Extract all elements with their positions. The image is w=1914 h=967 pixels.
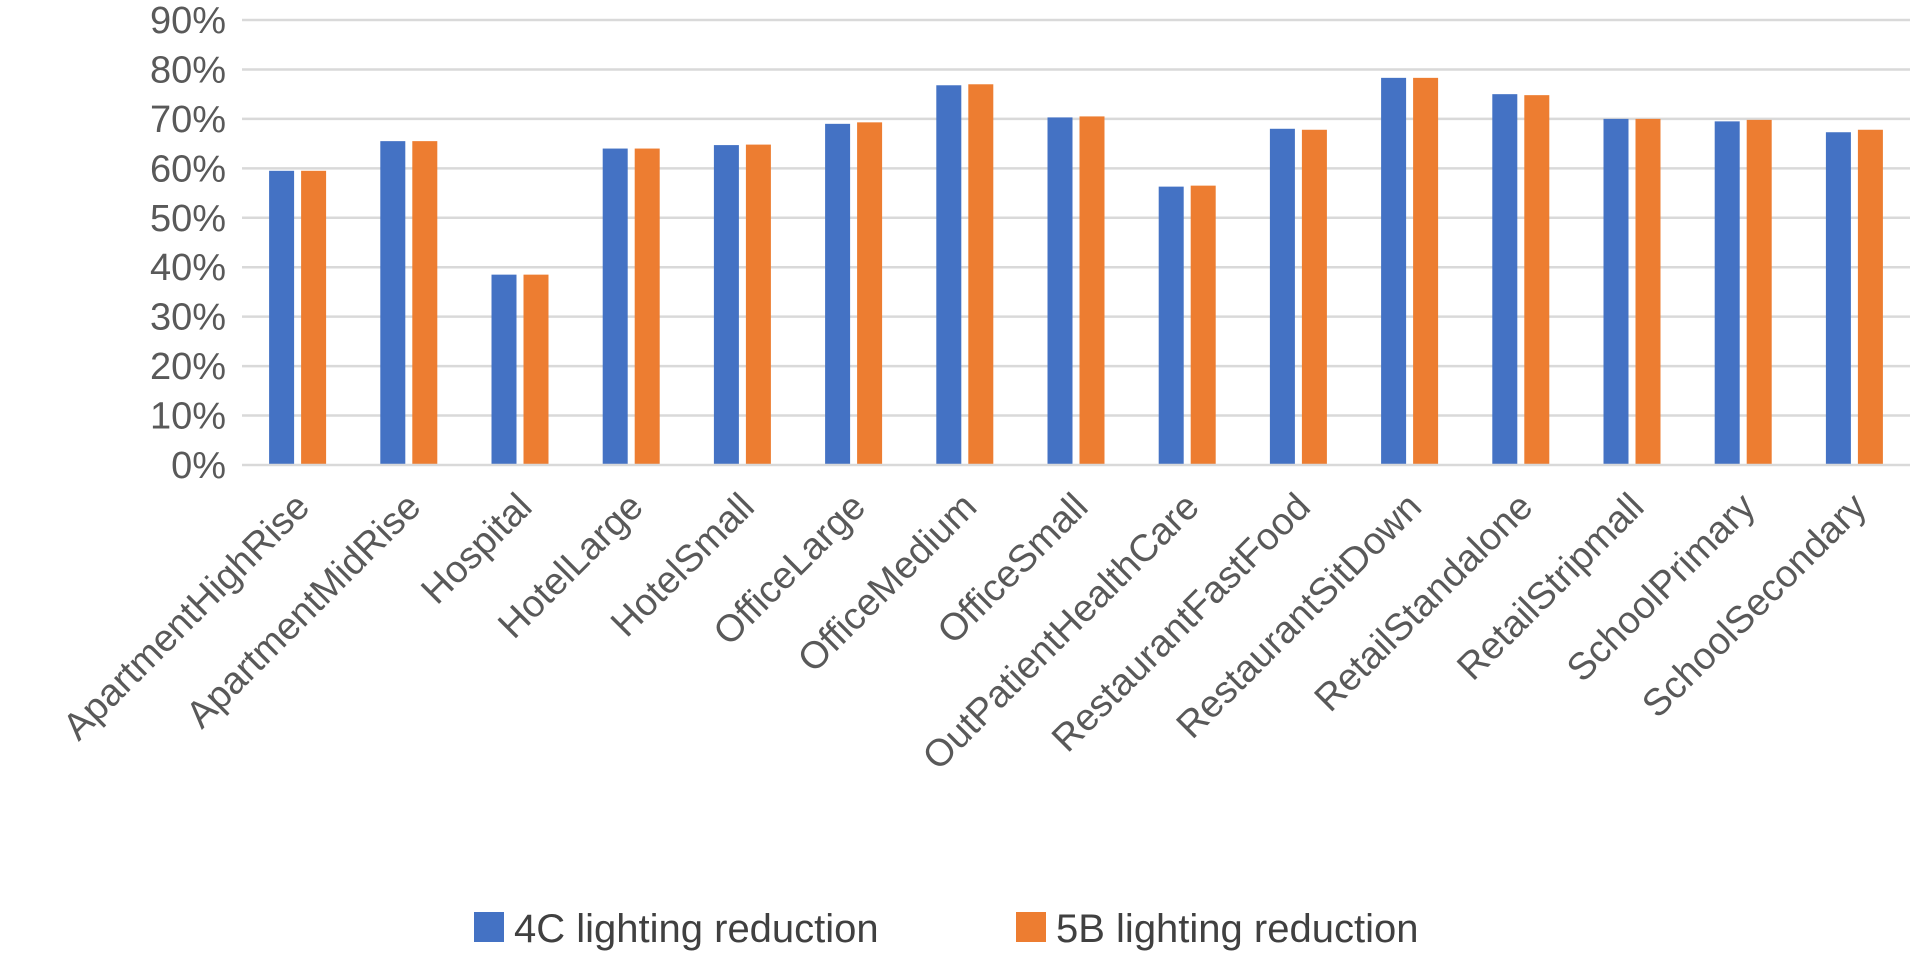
y-tick-label: 90% — [150, 0, 226, 42]
bar-series-1 — [602, 148, 628, 466]
bar-series-2 — [301, 170, 327, 466]
bar-series-2 — [1857, 129, 1883, 465]
bar-series-2 — [523, 274, 549, 465]
y-tick-label: 20% — [150, 346, 226, 388]
bar-series-1 — [1603, 118, 1629, 465]
bar-series-1 — [1381, 77, 1407, 465]
bars — [269, 77, 1883, 466]
y-tick-label: 60% — [150, 148, 226, 190]
bar-series-2 — [1079, 116, 1105, 466]
bar-series-2 — [1635, 118, 1661, 465]
y-tick-label: 80% — [150, 49, 226, 91]
bar-series-1 — [936, 85, 962, 466]
bar-series-2 — [412, 141, 438, 465]
bar-series-1 — [1158, 186, 1184, 465]
y-axis-tick-labels: 0% 10% 20% 30% 40% 50% 60% 70% 80% 90% — [150, 0, 226, 487]
y-tick-label: 10% — [150, 396, 226, 438]
x-axis-category-labels: ApartmentHighRiseApartmentMidRiseHospita… — [55, 486, 1874, 779]
y-tick-label: 0% — [171, 445, 226, 487]
bar-series-1 — [1269, 128, 1295, 465]
bar-series-2 — [1190, 185, 1216, 465]
bar-series-2 — [745, 144, 771, 465]
bar-series-1 — [1047, 117, 1073, 466]
bar-series-2 — [968, 84, 994, 466]
bar-series-1 — [1825, 132, 1851, 465]
legend-label: 4C lighting reduction — [514, 907, 879, 951]
bar-series-1 — [491, 274, 517, 465]
bar-series-2 — [857, 122, 883, 465]
x-category-label: SchoolPrimary — [1559, 486, 1763, 690]
bar-series-2 — [634, 148, 660, 466]
bar-series-2 — [1413, 77, 1439, 465]
bar-series-2 — [1301, 129, 1327, 465]
bar-series-1 — [1714, 121, 1740, 465]
bar-series-1 — [825, 123, 851, 465]
gridlines — [242, 18, 1910, 417]
y-tick-label: 70% — [150, 99, 226, 141]
bar-series-2 — [1524, 95, 1550, 466]
y-tick-label: 50% — [150, 198, 226, 240]
bar-series-1 — [713, 145, 739, 465]
bar-series-1 — [1492, 94, 1518, 466]
legend-label: 5B lighting reduction — [1056, 907, 1418, 951]
bar-series-1 — [380, 141, 406, 465]
legend: 4C lighting reduction 5B lighting reducti… — [474, 907, 1418, 951]
bar-series-1 — [269, 170, 295, 466]
legend-swatch — [474, 912, 504, 942]
y-tick-label: 30% — [150, 297, 226, 339]
y-tick-label: 40% — [150, 247, 226, 289]
bar-series-2 — [1746, 119, 1772, 465]
legend-swatch — [1016, 912, 1046, 942]
